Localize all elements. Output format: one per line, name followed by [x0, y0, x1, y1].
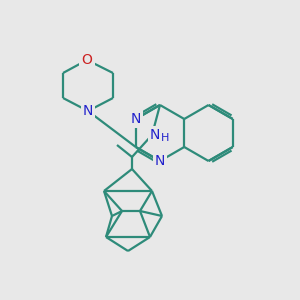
Text: N: N	[130, 112, 141, 126]
Text: N: N	[150, 128, 160, 142]
Text: H: H	[161, 133, 169, 143]
Text: N: N	[83, 104, 93, 118]
Text: N: N	[155, 154, 165, 168]
Text: O: O	[82, 53, 92, 67]
